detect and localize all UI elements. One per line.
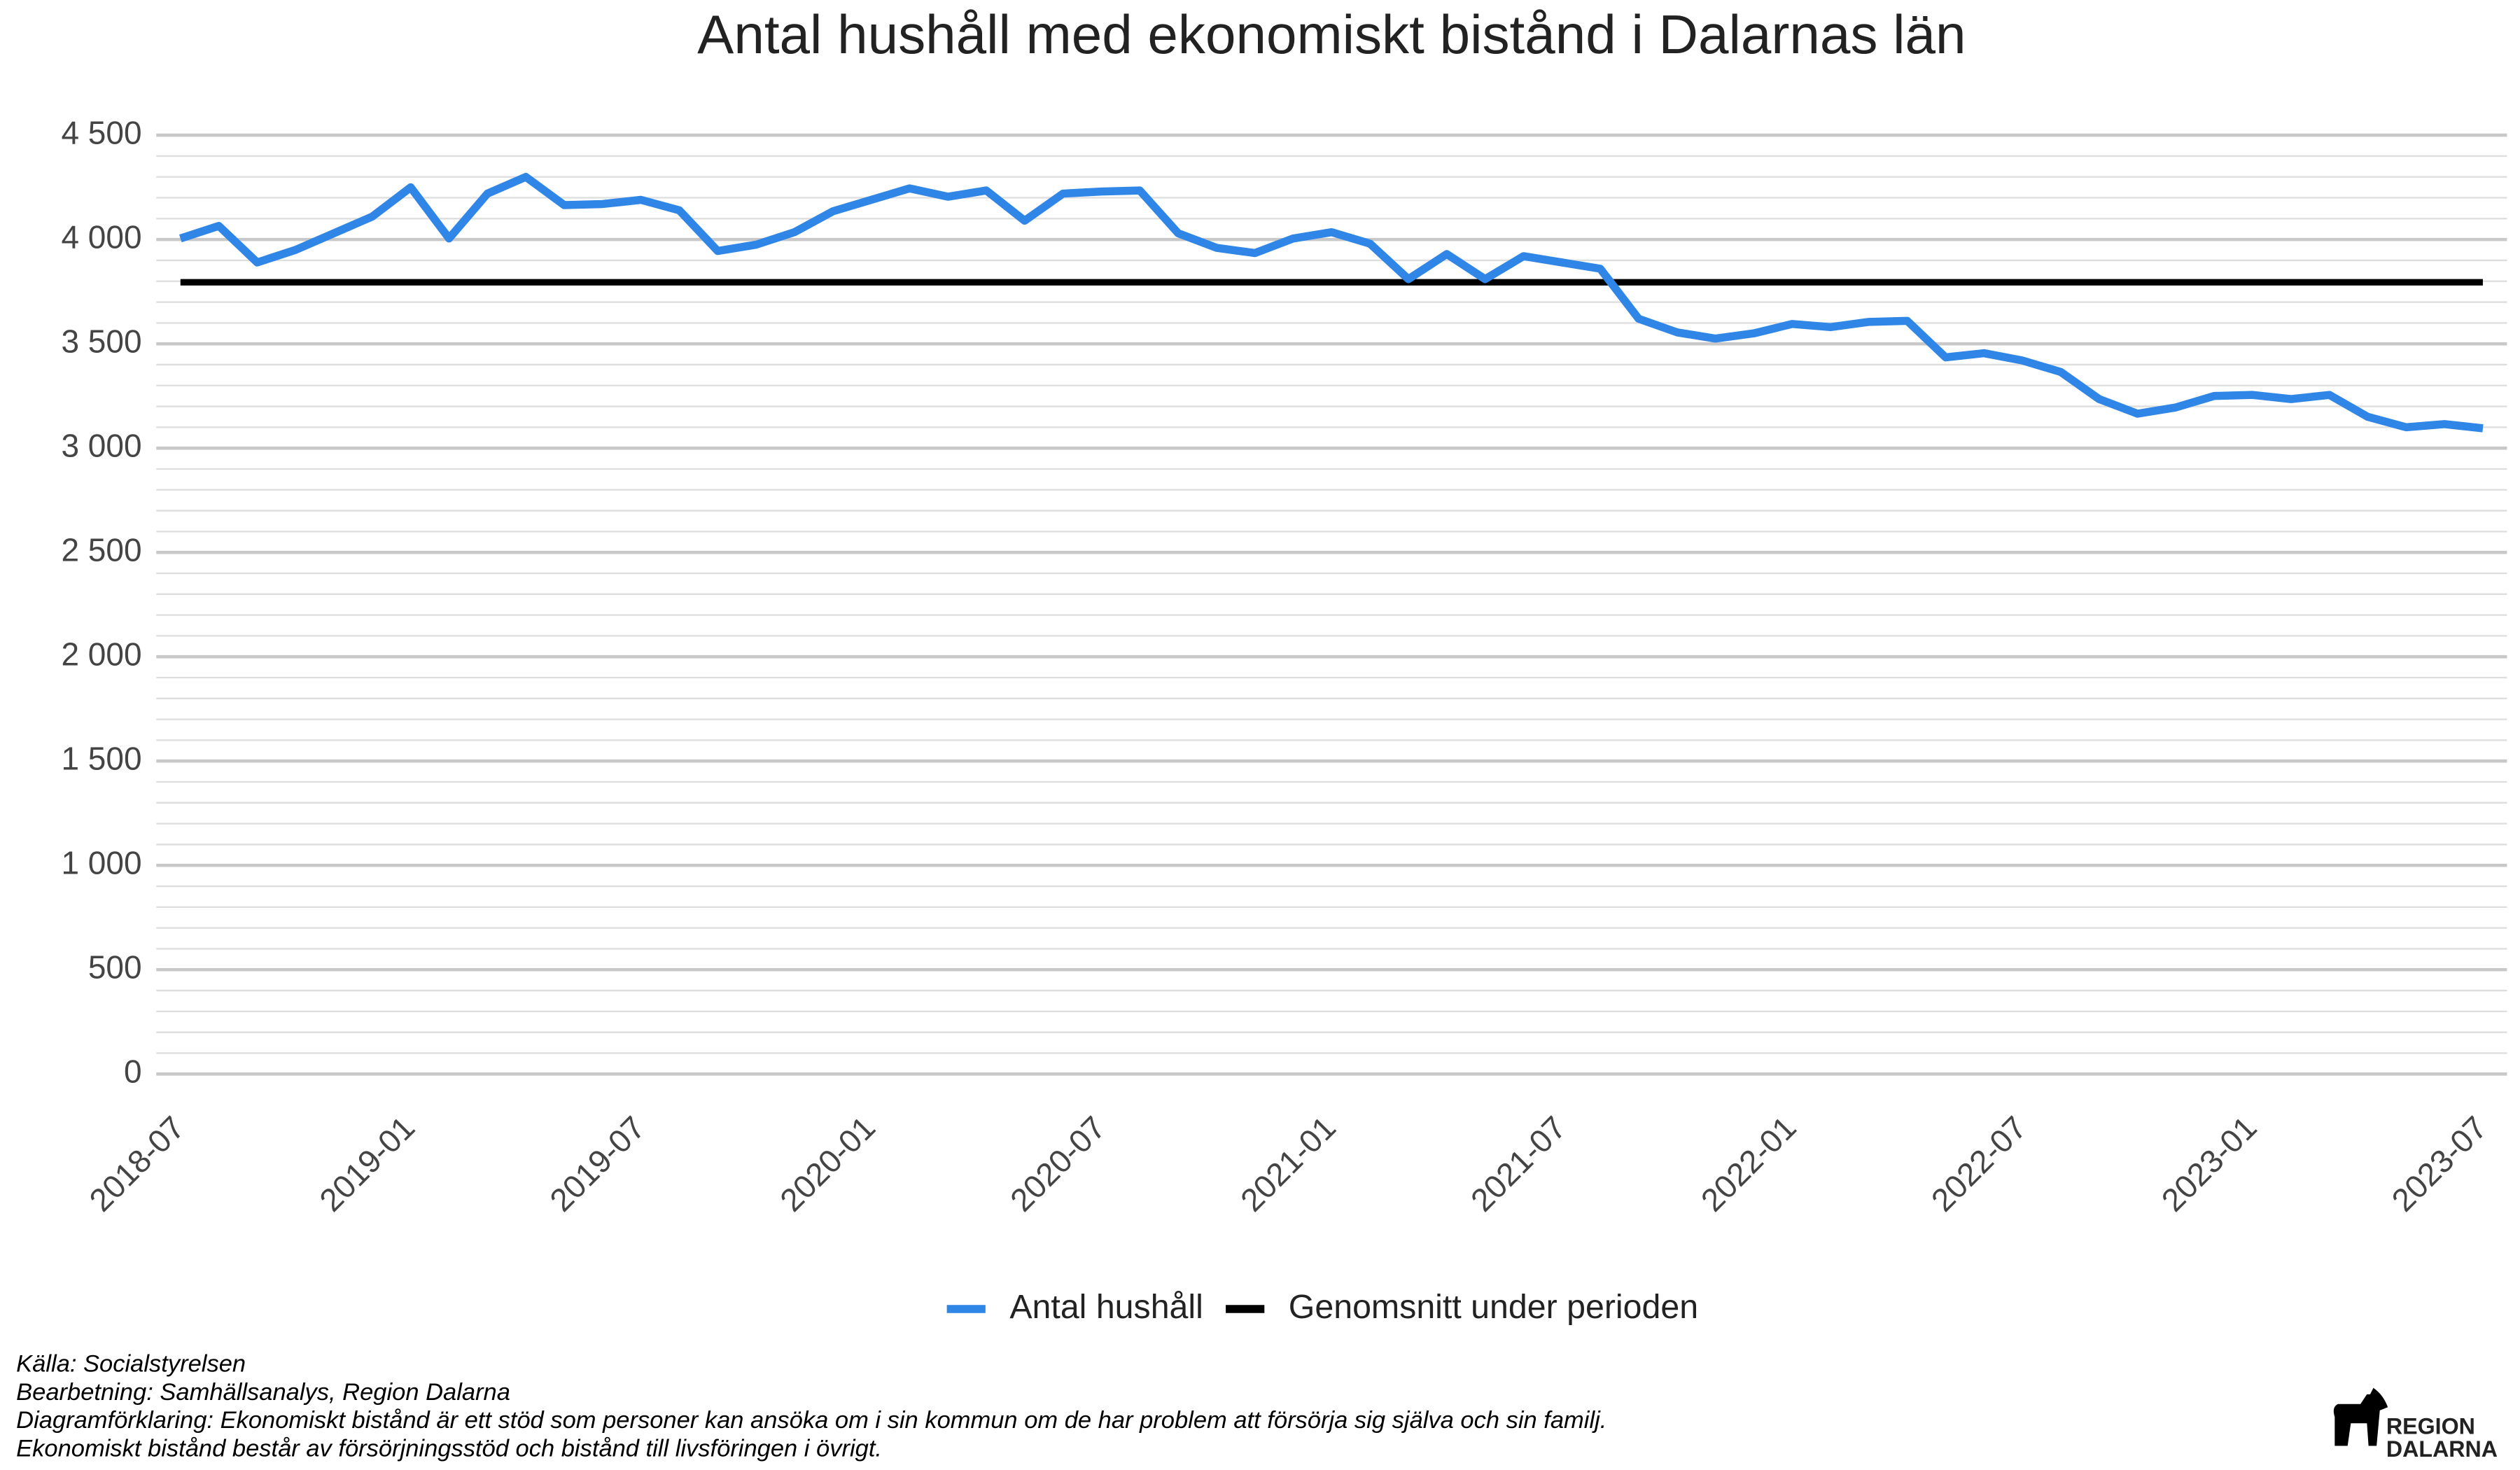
- y-tick-label: 2 500: [61, 531, 141, 568]
- logo-horse: [2333, 1387, 2388, 1446]
- line-series: [178, 172, 2484, 433]
- logo-text: REGION: [2386, 1414, 2475, 1439]
- footnote: Källa: Socialstyrelsen: [16, 1351, 246, 1378]
- footnote: Ekonomiskt bistånd består av försörjning…: [16, 1435, 882, 1462]
- y-tick-label: 4 500: [61, 114, 141, 150]
- legend-label: Antal hushåll: [1009, 1288, 1203, 1326]
- y-tick-label: 0: [124, 1053, 142, 1089]
- legend-label: Genomsnitt under perioden: [1289, 1288, 1698, 1326]
- footnote: Bearbetning: Samhällsanalys, Region Dala…: [16, 1379, 510, 1406]
- logo: REGION DALARNA: [2333, 1387, 2498, 1462]
- y-tick-label: 1 500: [61, 740, 141, 776]
- y-tick-label: 1 000: [61, 844, 141, 881]
- y-tick-label: 3 500: [61, 323, 141, 359]
- chart-title: Antal hushåll med ekonomiskt bistånd i D…: [697, 4, 1966, 65]
- logo-text: DALARNA: [2386, 1436, 2498, 1462]
- y-tick-label: 4 000: [61, 218, 141, 255]
- y-tick-label: 3 000: [61, 427, 141, 463]
- footnote: Diagramförklaring: Ekonomiskt bistånd är…: [16, 1407, 1606, 1434]
- y-tick-label: 500: [88, 948, 142, 985]
- y-tick-label: 2 000: [61, 636, 141, 672]
